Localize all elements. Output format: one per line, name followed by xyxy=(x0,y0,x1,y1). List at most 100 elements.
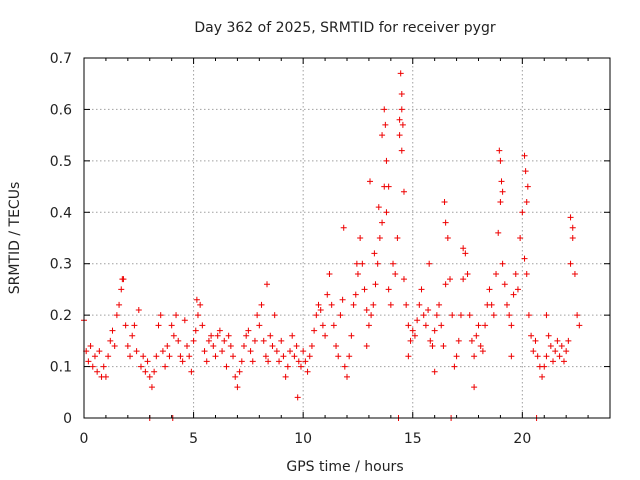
data-point xyxy=(525,312,532,319)
data-point xyxy=(528,332,535,339)
data-point xyxy=(400,188,407,195)
data-point xyxy=(105,353,112,360)
data-point xyxy=(315,301,322,308)
data-point xyxy=(521,152,528,159)
data-point xyxy=(455,337,462,344)
data-point xyxy=(278,337,285,344)
data-point xyxy=(508,322,515,329)
data-point xyxy=(414,317,421,324)
data-point xyxy=(300,348,307,355)
data-point xyxy=(473,332,480,339)
data-point xyxy=(164,343,171,349)
data-point xyxy=(399,121,406,128)
data-point xyxy=(521,255,528,262)
data-point xyxy=(372,281,379,288)
data-point xyxy=(113,312,120,319)
data-point xyxy=(403,301,410,308)
data-point xyxy=(495,229,502,236)
data-point xyxy=(328,301,335,308)
y-tick-label: 0.2 xyxy=(50,308,72,324)
data-point xyxy=(506,312,513,319)
data-point xyxy=(265,358,272,365)
data-point xyxy=(240,343,247,349)
data-point xyxy=(216,327,223,334)
data-point xyxy=(122,322,129,329)
data-point xyxy=(94,368,101,375)
data-point xyxy=(375,204,382,211)
data-point xyxy=(576,322,583,329)
data-point xyxy=(427,337,434,344)
data-point xyxy=(247,348,254,355)
data-point xyxy=(144,358,151,365)
data-point xyxy=(398,106,405,113)
data-point xyxy=(179,358,186,365)
data-point xyxy=(346,353,353,360)
data-point xyxy=(295,358,302,365)
data-point xyxy=(457,312,464,319)
data-point xyxy=(243,332,250,339)
data-point xyxy=(370,301,377,308)
data-point xyxy=(444,235,451,241)
data-point xyxy=(441,199,448,205)
data-point xyxy=(341,363,348,370)
data-point xyxy=(512,271,519,277)
data-point xyxy=(543,312,550,319)
data-point xyxy=(385,183,392,190)
data-point xyxy=(85,358,92,365)
data-point xyxy=(420,312,427,319)
data-point xyxy=(256,322,263,329)
data-point xyxy=(208,332,215,339)
data-point xyxy=(317,307,324,313)
data-point xyxy=(405,322,412,329)
data-point xyxy=(442,281,449,288)
data-point xyxy=(319,322,326,329)
x-tick-label: 15 xyxy=(404,431,422,447)
data-point xyxy=(184,343,191,349)
data-point xyxy=(91,353,98,360)
plot-frame xyxy=(83,57,611,419)
data-point xyxy=(335,353,342,360)
data-point xyxy=(569,235,576,241)
data-point xyxy=(251,337,258,344)
data-point xyxy=(306,353,313,360)
data-point xyxy=(302,358,309,365)
data-point xyxy=(221,337,228,344)
data-point xyxy=(262,353,269,360)
data-point xyxy=(353,260,360,267)
data-point xyxy=(368,312,375,319)
data-point xyxy=(289,332,296,339)
data-point xyxy=(232,373,239,380)
data-point xyxy=(541,363,548,370)
x-tick-label: 0 xyxy=(80,431,89,447)
data-point xyxy=(352,291,359,298)
data-point xyxy=(390,260,397,267)
data-point xyxy=(153,353,160,360)
data-point xyxy=(159,348,166,355)
y-tick-label: 0.5 xyxy=(50,154,72,170)
data-point xyxy=(416,301,423,308)
data-point xyxy=(190,337,197,344)
data-point xyxy=(396,116,403,123)
data-point xyxy=(367,178,374,185)
data-point xyxy=(162,363,169,370)
data-point xyxy=(214,332,221,339)
data-point xyxy=(175,337,182,344)
data-point xyxy=(440,343,447,349)
data-point xyxy=(565,337,572,344)
data-point xyxy=(460,276,467,283)
data-point xyxy=(530,348,537,355)
data-point xyxy=(567,214,574,221)
data-point xyxy=(339,296,346,303)
data-point xyxy=(462,250,469,257)
data-point xyxy=(284,363,291,370)
data-point xyxy=(166,353,173,360)
data-point xyxy=(177,353,184,360)
data-point xyxy=(449,312,456,319)
data-point xyxy=(508,353,515,360)
data-point xyxy=(438,322,445,329)
y-tick-label: 0.7 xyxy=(50,51,72,67)
data-point xyxy=(311,327,318,334)
data-point xyxy=(392,271,399,277)
data-point xyxy=(514,286,521,293)
